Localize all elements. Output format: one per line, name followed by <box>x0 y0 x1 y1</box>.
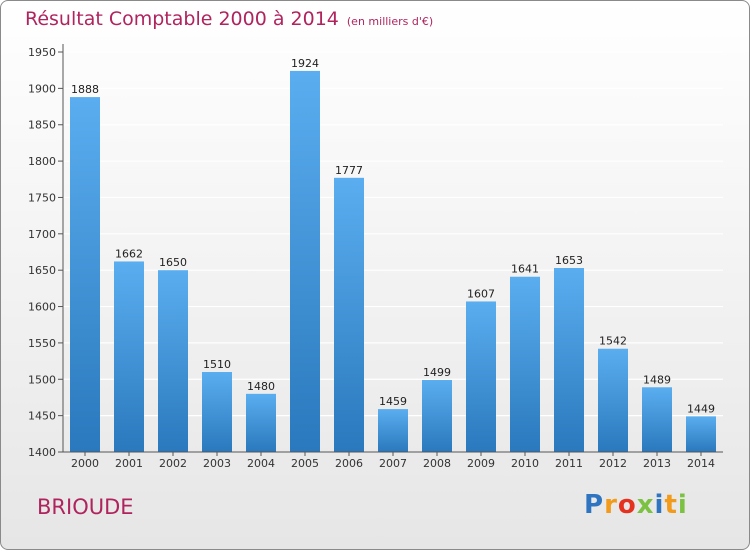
x-tick-label: 2010 <box>511 457 539 470</box>
x-tick-label: 2009 <box>467 457 495 470</box>
bar-2009 <box>466 301 496 452</box>
y-tick-label: 1700 <box>28 228 56 241</box>
y-tick-label: 1550 <box>28 337 56 350</box>
chart-title-block: Résultat Comptable 2000 à 2014 (en millie… <box>25 8 433 30</box>
chart-subtitle: (en milliers d'€) <box>346 15 434 28</box>
bar-2000 <box>70 97 100 452</box>
x-tick-label: 2005 <box>291 457 319 470</box>
x-tick-label: 2006 <box>335 457 363 470</box>
x-tick-label: 2007 <box>379 457 407 470</box>
proxiti-logo: Proxiti <box>584 490 688 520</box>
logo-letter: o <box>617 490 637 520</box>
bar-2012 <box>598 348 628 452</box>
bar-value-label: 1449 <box>687 402 715 415</box>
bar-value-label: 1650 <box>159 256 187 269</box>
bar-2006 <box>334 177 364 452</box>
logo-letter: P <box>584 490 605 520</box>
bar-2002 <box>158 270 188 452</box>
x-tick-label: 2000 <box>71 457 99 470</box>
y-tick-label: 1900 <box>28 82 56 95</box>
bar-2013 <box>642 387 672 452</box>
y-tick-label: 1650 <box>28 264 56 277</box>
bar-value-label: 1924 <box>291 57 319 70</box>
logo-letter: i <box>677 490 688 520</box>
y-tick-label: 1500 <box>28 373 56 386</box>
y-tick-label: 1850 <box>28 119 56 132</box>
x-tick-label: 2011 <box>555 457 583 470</box>
x-tick-label: 2008 <box>423 457 451 470</box>
bar-value-label: 1607 <box>467 287 495 300</box>
logo-letter: x <box>636 490 655 520</box>
logo-letter: i <box>654 490 665 520</box>
bar-2003 <box>202 372 232 452</box>
bar-value-label: 1888 <box>71 83 99 96</box>
x-tick-label: 2002 <box>159 457 187 470</box>
bar-value-label: 1499 <box>423 366 451 379</box>
bar-2008 <box>422 380 452 452</box>
y-tick-label: 1800 <box>28 155 56 168</box>
bar-2011 <box>554 268 584 452</box>
bar-value-label: 1480 <box>247 380 275 393</box>
x-tick-label: 2012 <box>599 457 627 470</box>
y-tick-label: 1600 <box>28 301 56 314</box>
logo-letter: t <box>664 490 678 520</box>
y-tick-label: 1450 <box>28 410 56 423</box>
y-tick-label: 1400 <box>28 446 56 459</box>
x-tick-label: 2013 <box>643 457 671 470</box>
bar-2010 <box>510 276 540 452</box>
y-tick-label: 1750 <box>28 191 56 204</box>
bar-2005 <box>290 70 320 452</box>
logo-letter: r <box>604 490 618 520</box>
commune-name: BRIOUDE <box>37 495 134 519</box>
y-tick-label: 1950 <box>28 46 56 59</box>
bar-value-label: 1641 <box>511 263 539 276</box>
bar-value-label: 1510 <box>203 358 231 371</box>
bar-2014 <box>686 416 716 452</box>
bar-value-label: 1489 <box>643 373 671 386</box>
bar-value-label: 1653 <box>555 254 583 267</box>
x-tick-label: 2001 <box>115 457 143 470</box>
bar-value-label: 1542 <box>599 335 627 348</box>
bar-value-label: 1459 <box>379 395 407 408</box>
chart-title: Résultat Comptable 2000 à 2014 <box>25 8 339 30</box>
x-tick-label: 2014 <box>687 457 715 470</box>
x-tick-label: 2003 <box>203 457 231 470</box>
x-tick-label: 2004 <box>247 457 275 470</box>
bar-2004 <box>246 393 276 452</box>
bar-value-label: 1662 <box>115 247 143 260</box>
bar-2007 <box>378 409 408 452</box>
bar-2001 <box>114 261 144 452</box>
bar-value-label: 1777 <box>335 164 363 177</box>
